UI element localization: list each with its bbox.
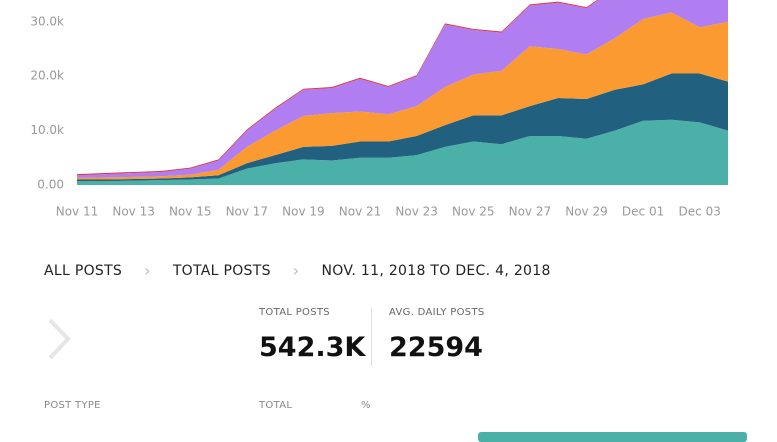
table-header: POST TYPE	[44, 400, 101, 411]
area	[77, 119, 728, 185]
chart: 0.00 10.0k 20.0k 30.0k Nov 11 Nov 13 Nov 15 Nov…	[30, 0, 728, 219]
x-tick-label: Dec 03	[679, 205, 721, 219]
x-tick-label: Nov 17	[226, 205, 269, 219]
breadcrumbs: ALL POSTS › TOTAL POSTS › NOV. 11, 2018 …	[44, 261, 551, 280]
separator: ›	[144, 261, 151, 280]
stat: AVG. DAILY POSTS 22594	[389, 307, 485, 363]
breadcrumb[interactable]: NOV. 11, 2018 TO DEC. 4, 2018	[321, 262, 551, 279]
x-tick-label: Nov 21	[339, 205, 382, 219]
y-tick-label: 0.00	[37, 178, 64, 192]
x-tick-label: Dec 01	[622, 205, 664, 219]
areas	[77, 0, 728, 185]
x-tick-label: Nov 29	[565, 205, 608, 219]
x-tick-label: Nov 27	[509, 205, 552, 219]
stat-label: AVG. DAILY POSTS	[389, 307, 485, 318]
x-tick-label: Nov 15	[169, 205, 212, 219]
stat-value: 542.3K	[259, 332, 366, 363]
breadcrumb[interactable]: ALL POSTS	[44, 262, 123, 279]
x-tick-label: Nov 19	[282, 205, 325, 219]
x-tick-label: Nov 23	[395, 205, 438, 219]
y-tick-label: 20.0k	[30, 69, 64, 83]
x-tick-label: Nov 25	[452, 205, 495, 219]
x-tick-label: Nov 11	[56, 205, 99, 219]
separator: ›	[292, 261, 300, 280]
area	[77, 73, 728, 182]
y-tick-label: 10.0k	[30, 123, 64, 137]
breadcrumb[interactable]: TOTAL POSTS	[172, 262, 271, 279]
prev-arrow[interactable]	[44, 317, 74, 361]
divider	[371, 308, 372, 366]
stat-label: TOTAL POSTS	[259, 307, 330, 318]
y-tick-label: 30.0k	[30, 14, 64, 28]
share-bar	[478, 432, 747, 442]
table-header: TOTAL	[259, 400, 293, 411]
stat: TOTAL POSTS 542.3K	[259, 307, 365, 363]
stat-value: 22594	[389, 332, 483, 363]
table-header: %	[361, 400, 371, 411]
area	[77, 0, 728, 178]
area	[77, 12, 728, 180]
x-tick-label: Nov 13	[112, 205, 155, 219]
